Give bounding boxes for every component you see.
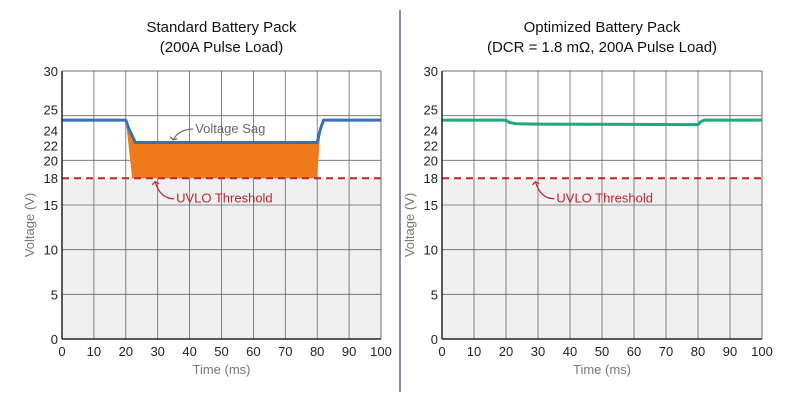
annotation-label: Voltage Sag [195,121,265,136]
annotation-label: UVLO Threshold [556,191,653,206]
x-tick-label: 60 [246,344,260,359]
x-tick-label: 70 [278,344,292,359]
x-tick-label: 0 [438,344,445,359]
x-tick-label: 20 [119,344,133,359]
x-tick-label: 90 [342,344,356,359]
voltage-series-line [62,118,381,144]
arrowhead-icon [531,181,540,186]
arrowhead-icon [151,181,160,186]
x-tick-label: 30 [150,344,164,359]
x-tick-label: 90 [723,344,737,359]
x-tick-label: 40 [563,344,577,359]
x-tick-label: 20 [499,344,513,359]
y-axis-label: Voltage (V) [22,193,37,257]
x-axis-label: Time (ms) [573,362,631,377]
annotation-label: UVLO Threshold [176,191,273,206]
x-tick-label: 50 [214,344,228,359]
x-tick-label: 10 [467,344,481,359]
y-tick-label: 30 [424,64,438,79]
y-tick-label: 22 [424,138,438,153]
voltage-sag-fill [125,120,321,179]
x-tick-label: 80 [310,344,324,359]
x-tick-label: 70 [659,344,673,359]
annotation-arrow [172,128,194,141]
chart-title: Standard Battery Pack [146,19,297,36]
y-tick-label: 15 [424,198,438,213]
y-tick-label: 22 [44,138,58,153]
y-tick-label: 25 [424,103,438,118]
y-axis-label: Voltage (V) [402,193,417,257]
y-tick-label: 18 [44,171,58,186]
y-tick-label: 10 [424,243,438,258]
y-tick-label: 18 [424,171,438,186]
annotation-arrow [534,181,555,200]
y-tick-label: 5 [431,287,438,302]
y-tick-label: 20 [44,153,58,168]
x-tick-label: 60 [627,344,641,359]
chart-subtitle: (200A Pulse Load) [160,39,283,56]
x-tick-label: 0 [58,344,65,359]
x-tick-label: 50 [595,344,609,359]
chart-title: Optimized Battery Pack [524,19,681,36]
x-tick-label: 30 [531,344,545,359]
voltage-series-line [442,118,762,127]
x-tick-label: 40 [182,344,196,359]
y-tick-label: 0 [51,332,58,347]
y-tick-label: 30 [44,64,58,79]
x-tick-label: 100 [370,344,392,359]
chart-subtitle: (DCR = 1.8 mΩ, 200A Pulse Load) [487,39,717,56]
y-tick-label: 25 [44,103,58,118]
annotation-arrow [154,181,175,200]
arrowhead-icon [169,136,178,141]
x-tick-label: 80 [691,344,705,359]
y-tick-label: 5 [51,287,58,302]
chart-panel-1: Standard Battery Pack (200A Pulse Load) 0 1… [22,19,392,377]
y-tick-label: 24 [44,124,58,139]
chart-panel-2: Optimized Battery Pack (DCR = 1.8 mΩ, 200… [402,19,773,377]
x-tick-label: 100 [751,344,773,359]
y-tick-label: 20 [424,153,438,168]
x-axis-label: Time (ms) [192,362,250,377]
y-tick-label: 24 [424,124,438,139]
x-tick-label: 10 [87,344,101,359]
y-tick-label: 0 [431,332,438,347]
y-tick-label: 15 [44,198,58,213]
y-tick-label: 10 [44,243,58,258]
